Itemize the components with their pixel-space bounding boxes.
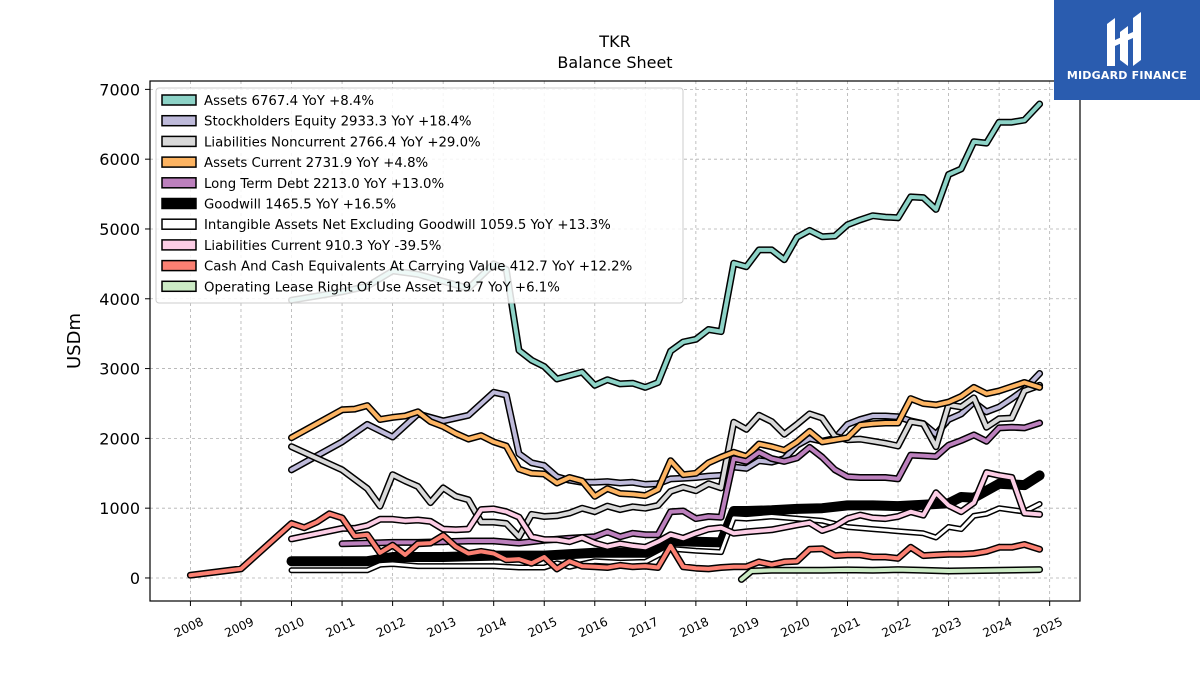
legend-label: Cash And Cash Equivalents At Carrying Va… bbox=[204, 260, 632, 275]
x-tick-label: 2016 bbox=[576, 615, 610, 641]
series-line-intangible-assets-net-excluding-goodwill bbox=[290, 502, 1042, 572]
series-line-long-term-debt bbox=[340, 421, 1042, 546]
y-tick-label: 2000 bbox=[99, 429, 140, 448]
x-tick-label: 2023 bbox=[930, 615, 964, 641]
legend-swatch bbox=[161, 94, 197, 106]
x-axis: 2008 2009 2010 2011 2012 2013 2014 2015 2016 2017… bbox=[172, 601, 1065, 640]
legend-label: Long Term Debt 2213.0 YoY +13.0% bbox=[204, 177, 444, 192]
y-tick-label: 0 bbox=[130, 569, 140, 588]
legend-swatch bbox=[161, 177, 197, 189]
brand-logo: MIDGARD FINANCE bbox=[1054, 0, 1200, 100]
x-tick-label: 2018 bbox=[677, 615, 711, 641]
y-axis: 0 1000 2000 3000 4000 5000 6000 7000 bbox=[99, 80, 150, 588]
chart-subtitle: Balance Sheet bbox=[557, 53, 672, 72]
x-tick-label: 2008 bbox=[172, 615, 206, 641]
series-line-assets-current bbox=[289, 380, 1042, 499]
y-tick-label: 5000 bbox=[99, 220, 140, 239]
legend-label: Stockholders Equity 2933.3 YoY +18.4% bbox=[204, 115, 472, 130]
x-tick-label: 2025 bbox=[1031, 615, 1065, 641]
y-tick-label: 1000 bbox=[99, 499, 140, 518]
plot-frame bbox=[149, 80, 1081, 602]
x-tick-label: 2017 bbox=[627, 615, 661, 641]
legend-box bbox=[155, 87, 684, 304]
x-tick-label: 2010 bbox=[273, 615, 307, 641]
y-tick-label: 7000 bbox=[99, 80, 140, 99]
series-line-operating-lease-right-of-use-asset bbox=[739, 567, 1042, 582]
legend-swatch bbox=[161, 135, 197, 148]
x-tick-label: 2019 bbox=[728, 615, 762, 641]
series-line-cash-and-cash-equivalents-at-carrying-value bbox=[188, 511, 1042, 578]
chart-title: TKR bbox=[598, 32, 630, 51]
legend-swatch bbox=[161, 197, 197, 210]
x-tick-label: 2015 bbox=[526, 615, 560, 641]
x-tick-label: 2012 bbox=[374, 615, 408, 641]
y-tick-label: 3000 bbox=[99, 360, 140, 379]
series-line-liabilities-current bbox=[289, 470, 1042, 550]
y-axis-label: USDm bbox=[64, 313, 85, 369]
legend: Assets 6767.4 YoY +8.4% Stockholders Equi… bbox=[155, 87, 684, 304]
legend-label: Goodwill 1465.5 YoY +16.5% bbox=[204, 198, 396, 213]
legend-swatch bbox=[161, 156, 197, 168]
y-tick-label: 6000 bbox=[99, 150, 140, 169]
legend-label: Assets 6767.4 YoY +8.4% bbox=[204, 94, 374, 109]
legend-swatch bbox=[161, 259, 197, 272]
x-tick-label: 2024 bbox=[981, 615, 1015, 641]
legend-label: Liabilities Noncurrent 2766.4 YoY +29.0% bbox=[204, 135, 481, 150]
series-line-liabilities-noncurrent bbox=[289, 383, 1042, 539]
y-tick-label: 4000 bbox=[99, 290, 140, 309]
x-tick-label: 2009 bbox=[222, 615, 256, 641]
legend-label: Assets Current 2731.9 YoY +4.8% bbox=[204, 156, 428, 171]
legend-swatch bbox=[161, 239, 197, 251]
x-tick-label: 2014 bbox=[475, 615, 509, 641]
legend-label: Liabilities Current 910.3 YoY -39.5% bbox=[204, 239, 441, 254]
x-tick-label: 2013 bbox=[425, 615, 459, 641]
legend-label: Intangible Assets Net Excluding Goodwill… bbox=[204, 218, 611, 233]
legend-label: Operating Lease Right Of Use Asset 119.7… bbox=[204, 280, 560, 295]
x-tick-label: 2022 bbox=[880, 615, 914, 641]
logo-text: MIDGARD FINANCE bbox=[1066, 69, 1188, 82]
legend-swatch bbox=[161, 280, 197, 293]
x-tick-label: 2011 bbox=[324, 615, 358, 641]
logo-mark-icon bbox=[1107, 12, 1141, 66]
legend-swatch bbox=[161, 218, 197, 230]
legend-swatch bbox=[161, 114, 197, 127]
x-tick-label: 2020 bbox=[778, 615, 812, 641]
x-tick-label: 2021 bbox=[829, 615, 863, 641]
